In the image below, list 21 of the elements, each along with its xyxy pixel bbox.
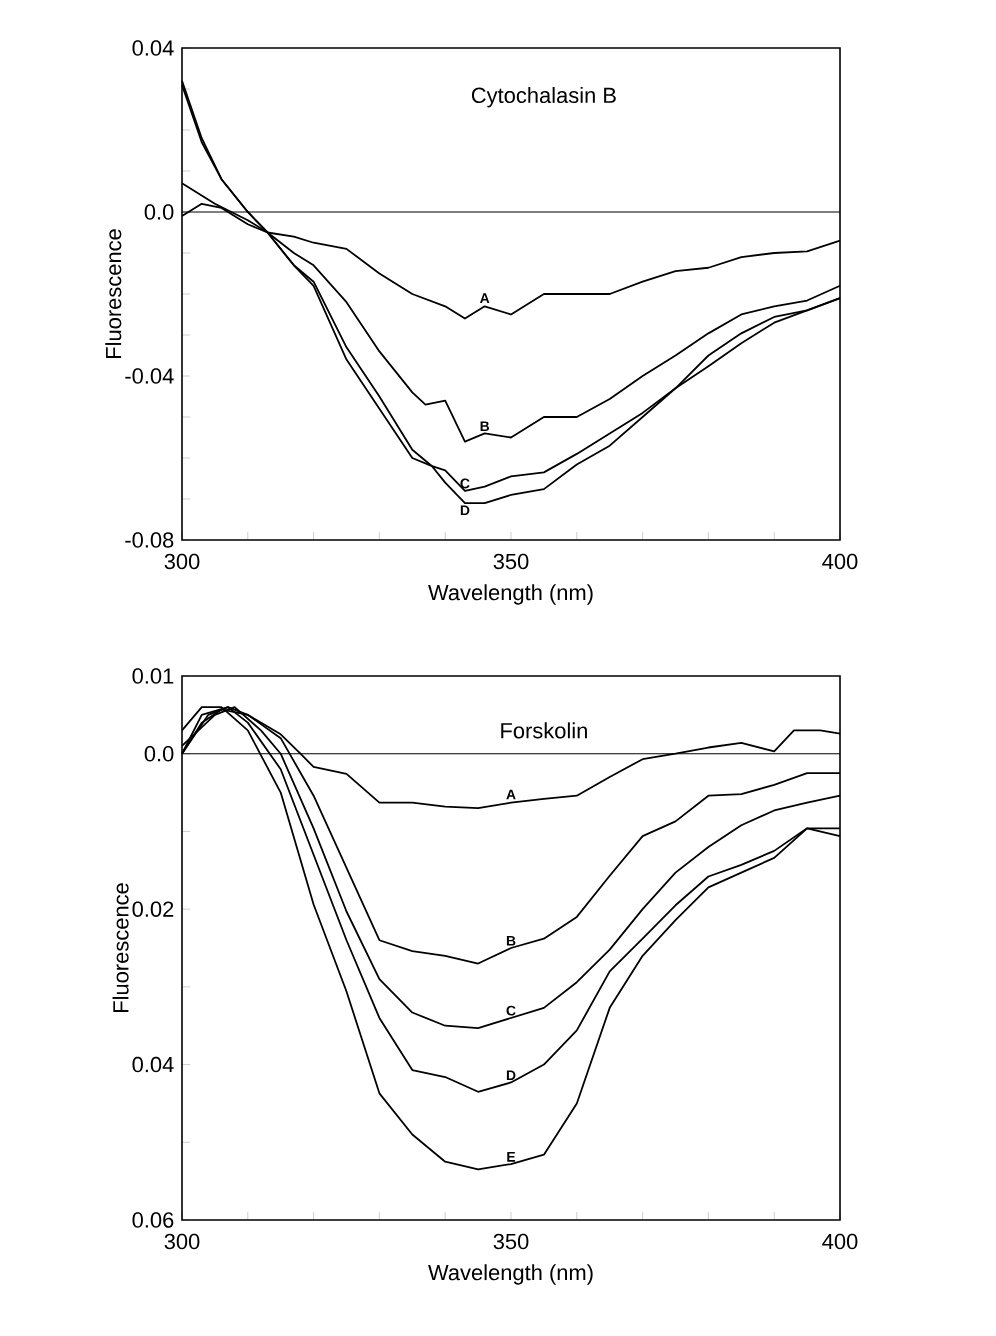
x-tick-label: 350 bbox=[493, 1233, 529, 1250]
x-tick-label: 300 bbox=[164, 1233, 200, 1250]
y-tick-label: 0.0 bbox=[144, 204, 174, 220]
x-tick-label: 400 bbox=[822, 553, 858, 570]
y-axis-title: Fluorescence bbox=[105, 229, 122, 358]
y-tick-label: -0.04 bbox=[125, 368, 174, 384]
x-axis-title: Wavelength (nm) bbox=[428, 584, 593, 605]
text: Forskolin bbox=[501, 722, 587, 739]
x-tick-label: 300 bbox=[164, 553, 200, 570]
y-tick-label: -0.08 bbox=[125, 532, 174, 548]
y-tick-label: 0.01 bbox=[132, 668, 174, 684]
x-tick-label: 350 bbox=[493, 553, 529, 570]
y-tick-label: 0.04 bbox=[132, 1056, 174, 1073]
y-tick-label: 0.06 bbox=[132, 1212, 174, 1228]
y-axis-title: Fluorescence bbox=[112, 883, 129, 1012]
y-tick-label: 0.02 bbox=[132, 901, 174, 917]
y-tick-label: 0.0 bbox=[144, 745, 174, 762]
text: Cytochalasin B bbox=[471, 86, 616, 108]
x-tick-label: 400 bbox=[822, 1233, 858, 1250]
x-axis-title: Wavelength (nm) bbox=[428, 1264, 593, 1285]
y-tick-label: 0.04 bbox=[132, 40, 174, 56]
